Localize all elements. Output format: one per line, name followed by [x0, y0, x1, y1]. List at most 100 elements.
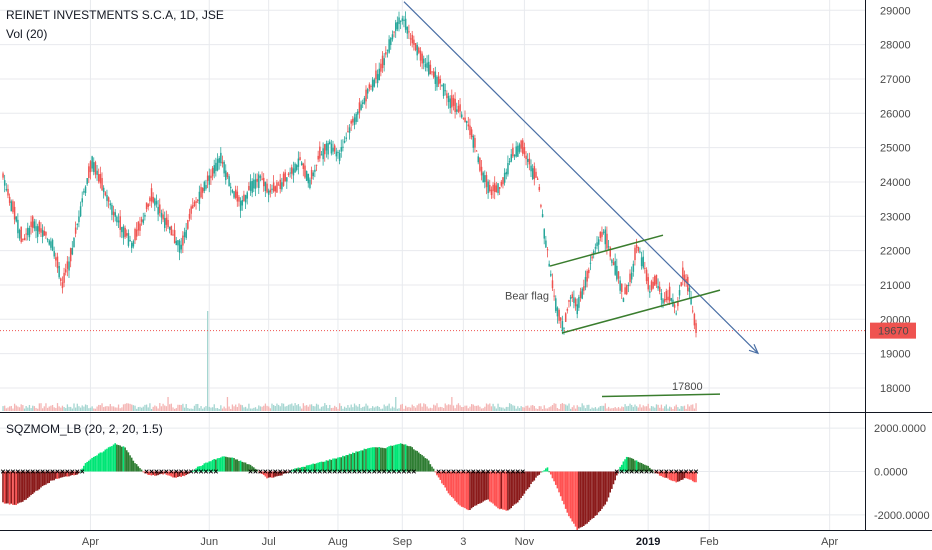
momentum-bar	[228, 457, 230, 472]
volume-bar	[405, 405, 407, 411]
momentum-bar	[459, 471, 461, 506]
squeeze-marker	[456, 469, 461, 474]
momentum-bar	[639, 462, 641, 472]
volume-bar	[178, 404, 181, 411]
momentum-bar	[183, 471, 186, 477]
volume-bar	[682, 406, 684, 411]
volume-bar	[129, 403, 131, 411]
candle-body	[159, 204, 161, 214]
volume-bar	[256, 408, 258, 411]
volume-bar	[228, 406, 230, 411]
volume-bar	[40, 403, 42, 411]
volume-bar	[474, 405, 476, 411]
volume-bar	[20, 404, 22, 411]
volume-bar	[652, 406, 654, 411]
momentum-bar	[310, 464, 313, 472]
momentum-bar	[507, 471, 509, 511]
momentum-bar	[368, 447, 371, 472]
candle-body	[457, 105, 460, 112]
momentum-bar	[645, 465, 648, 472]
candle-body	[205, 185, 207, 189]
candle-body	[614, 260, 616, 275]
candle-body	[548, 263, 550, 267]
momentum-bar	[284, 471, 286, 474]
squeeze-marker	[505, 469, 511, 474]
volume-bar	[541, 408, 544, 411]
candle-body	[162, 214, 164, 220]
candle-body	[84, 186, 87, 194]
volume-bar	[654, 407, 656, 411]
candle-body	[391, 34, 394, 40]
momentum-bar	[81, 468, 83, 472]
volume-bar	[149, 403, 151, 411]
volume-bar	[357, 406, 359, 411]
volume-bar	[522, 407, 524, 411]
momentum-bar	[479, 471, 481, 504]
volume-bar	[259, 406, 262, 411]
momentum-bar	[320, 461, 323, 472]
momentum-bar	[622, 461, 625, 472]
momentum-bar	[294, 468, 296, 472]
volume-bar	[390, 408, 392, 411]
momentum-bar	[15, 471, 17, 506]
candle-body	[487, 181, 489, 194]
candle-body	[145, 202, 148, 210]
squeeze-marker	[164, 469, 169, 474]
candle-body	[479, 157, 481, 171]
volume-bar	[79, 407, 82, 411]
volume-bar	[617, 407, 620, 411]
candle-body	[503, 172, 506, 183]
volume-bar	[119, 408, 121, 411]
squeeze-marker	[65, 469, 70, 474]
momentum-bar	[640, 462, 643, 472]
candle-body	[71, 247, 74, 255]
candle-body	[540, 205, 542, 207]
momentum-bar	[538, 471, 541, 475]
squeeze-marker	[30, 469, 35, 474]
momentum-bar	[322, 461, 324, 472]
candle-body	[302, 163, 305, 169]
volume-bar	[81, 405, 83, 411]
volume-bar	[330, 407, 333, 411]
time-tick-label: 2019	[636, 536, 660, 548]
candle-body	[652, 281, 654, 289]
candle-body	[546, 249, 549, 251]
candle-body	[46, 239, 49, 241]
volume-bar	[548, 407, 550, 411]
candle-body	[368, 84, 371, 89]
candle-body	[249, 181, 252, 191]
squeeze-marker	[466, 469, 471, 474]
candle-body	[281, 182, 283, 190]
momentum-bar	[429, 464, 432, 472]
candle-body	[23, 237, 26, 241]
volume-bar	[622, 407, 625, 411]
candle-body	[462, 117, 465, 119]
momentum-bar	[409, 446, 412, 472]
volume-bar	[355, 405, 357, 411]
candle-body	[531, 168, 534, 179]
momentum-bar	[670, 471, 673, 481]
candle-body	[472, 135, 475, 148]
momentum-bar	[540, 471, 542, 473]
momentum-bar	[286, 471, 288, 473]
candle-body	[611, 259, 613, 263]
momentum-bar	[163, 471, 166, 474]
momentum-bar	[437, 471, 440, 478]
candle-body	[381, 55, 384, 69]
squeeze-marker	[5, 469, 11, 474]
candle-body	[353, 117, 356, 125]
last-price-badge	[870, 322, 916, 339]
candle-body	[131, 242, 133, 249]
volume-bar	[274, 406, 276, 411]
price-tick-label: 22000	[880, 246, 911, 258]
indicator-tick-label: 0.0000	[874, 467, 908, 479]
volume-bar	[593, 408, 595, 411]
volume-bar	[550, 406, 552, 411]
momentum-bar	[271, 471, 273, 478]
volume-bar	[408, 406, 410, 411]
candle-body	[225, 170, 227, 181]
candle-body	[18, 229, 21, 239]
volume-bar	[386, 405, 389, 411]
candle-body	[510, 154, 512, 162]
